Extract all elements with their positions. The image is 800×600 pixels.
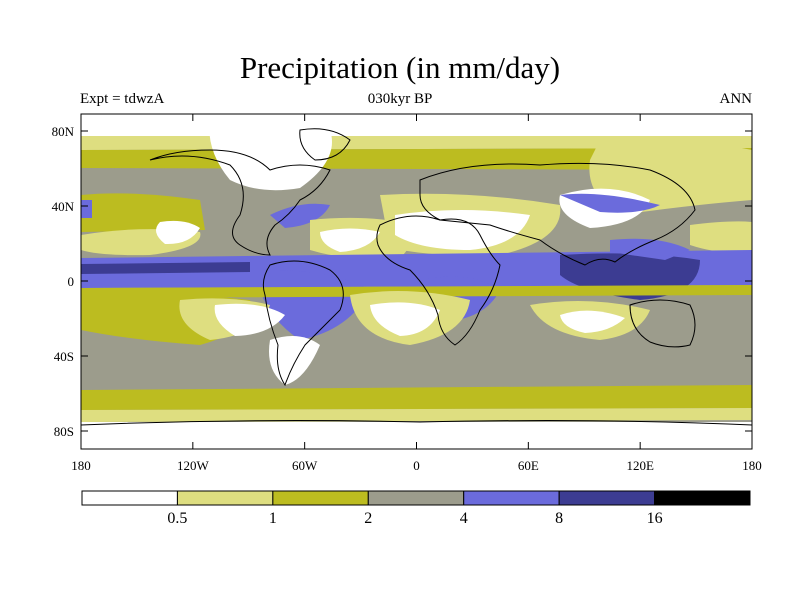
lon-tick-label: 60W [292, 458, 318, 473]
colorbar-level-label: 2 [364, 510, 372, 527]
longitude-axis: 180 120W 60W 0 60E 120E 180 [71, 114, 762, 473]
lon-tick-label: 180 [742, 458, 762, 473]
lon-tick-label: 0 [413, 458, 420, 473]
latitude-axis: 80N 40N 0 40S 80S [52, 124, 752, 439]
lon-tick-label: 180 [71, 458, 91, 473]
lon-tick-label: 60E [518, 458, 539, 473]
colorbar-level-label: 8 [555, 510, 563, 527]
colorbar-level-label: 4 [460, 510, 468, 527]
coastlines [81, 128, 752, 426]
colorbar-swatch [176, 490, 274, 506]
period-label: 030kyr BP [367, 91, 433, 107]
lat-tick-label: 40S [54, 349, 74, 364]
colorbar-swatch [654, 490, 751, 506]
map-title: Precipitation (in mm/day) [239, 50, 561, 85]
colorbar-swatch [81, 490, 178, 506]
colorbar-level-label: 1 [269, 510, 277, 527]
colorbar-level-label: 16 [647, 510, 663, 527]
colorbar-level-label: 0.5 [167, 510, 187, 527]
colorbar-swatch [272, 490, 369, 506]
lat-tick-label: 40N [52, 199, 75, 214]
colorbar-swatch [367, 490, 465, 506]
season-label: ANN [719, 91, 753, 107]
colorbar-swatch [558, 490, 656, 506]
precipitation-field [81, 114, 752, 449]
experiment-label: Expt = tdwzA [80, 91, 165, 107]
lat-tick-label: 0 [68, 274, 75, 289]
lon-tick-label: 120W [177, 458, 210, 473]
colorbar-swatch [463, 490, 560, 506]
colorbar: 0.5 1 2 4 8 16 [81, 490, 751, 527]
lat-tick-label: 80S [54, 424, 74, 439]
lon-tick-label: 120E [626, 458, 654, 473]
lat-tick-label: 80N [52, 124, 75, 139]
